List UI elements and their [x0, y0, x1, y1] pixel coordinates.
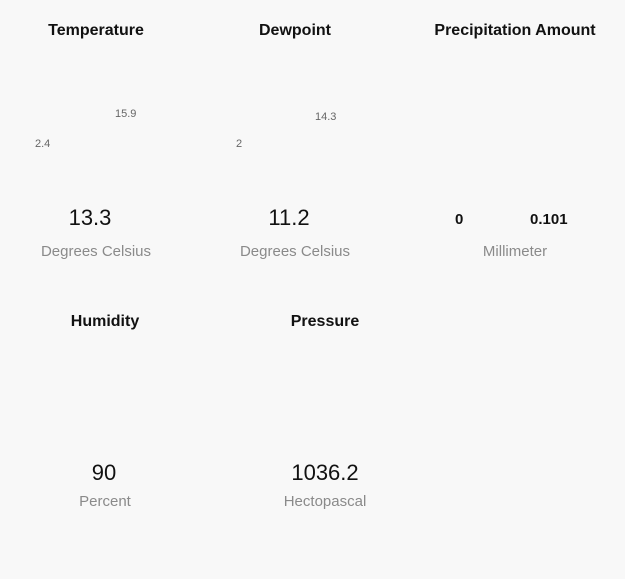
dewpoint-value: 11.2 — [268, 205, 310, 230]
pressure-title: Pressure — [290, 313, 360, 330]
dewpoint-unit: Degrees Celsius — [239, 243, 351, 260]
humidity-unit: Percent — [79, 493, 131, 510]
humidity-value: 90 — [91, 460, 117, 485]
temperature-min-label: 2.4 — [35, 138, 51, 150]
temperature-max-label: 15.9 — [115, 108, 137, 120]
dewpoint-title: Dewpoint — [259, 22, 331, 39]
precipitation-max-label: 0.101 — [530, 211, 568, 228]
pressure-marker-icon — [400, 419, 408, 429]
temperature-value: 13.3 — [68, 205, 112, 230]
humidity-marker-icon — [163, 465, 174, 477]
pressure-value: 1036.2 — [291, 460, 359, 485]
precipitation-title: Precipitation Amount — [434, 22, 596, 39]
dewpoint-min-label: 2 — [236, 138, 243, 150]
humidity-title: Humidity — [70, 313, 140, 330]
pressure-unit: Hectopascal — [283, 493, 367, 510]
temperature-unit: Degrees Celsius — [40, 243, 152, 260]
precipitation-unit: Millimeter — [482, 243, 548, 260]
dewpoint-max-label: 14.3 — [315, 111, 337, 123]
temperature-title: Temperature — [48, 22, 144, 39]
precipitation-min-label: 0 — [455, 211, 464, 228]
